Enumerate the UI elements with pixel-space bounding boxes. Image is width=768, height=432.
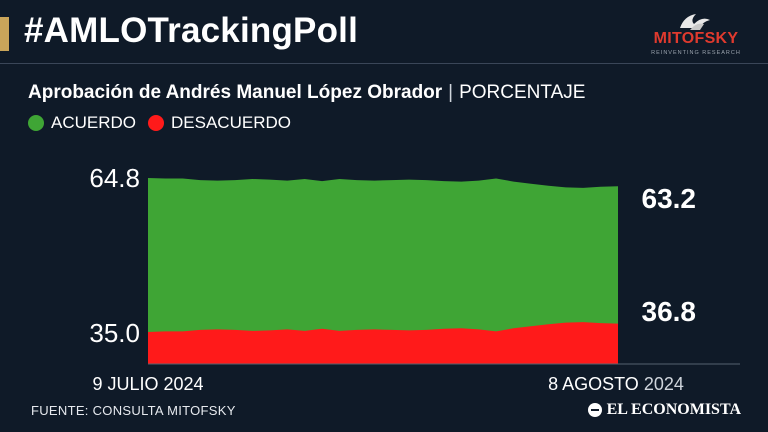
- mitofsky-logo: MITOFSKY REINVENTING RESEARCH: [650, 10, 742, 62]
- area-chart: 64.8 35.0 63.2 36.8 9 JULIO 2024 8 AGOST…: [89, 163, 740, 394]
- desacuerdo-area-series: [148, 322, 618, 364]
- chart-legend: ACUERDO DESACUERDO: [28, 113, 303, 133]
- subtitle-main: Aprobación de Andrés Manuel López Obrado…: [28, 82, 443, 103]
- source-note: FUENTE: CONSULTA MITOFSKY: [31, 403, 236, 418]
- header-divider: [0, 63, 768, 64]
- subtitle-unit: PORCENTAJE: [459, 82, 586, 103]
- legend-label-acuerdo: ACUERDO: [51, 113, 137, 132]
- legend-item-acuerdo: ACUERDO: [28, 113, 136, 133]
- chart-subtitle: Aprobación de Andrés Manuel López Obrado…: [28, 82, 585, 104]
- legend-swatch-desacuerdo: [148, 115, 165, 131]
- y-tick-label-top: 64.8: [89, 163, 140, 193]
- logo-tagline: REINVENTING RESEARCH: [651, 50, 741, 56]
- y-tick-label-bottom: 35.0: [89, 318, 140, 348]
- logo-wordmark: MITOFSKY: [653, 30, 739, 47]
- publisher-emblem-icon: [587, 403, 602, 417]
- legend-label-desacuerdo: DESACUERDO: [171, 113, 291, 132]
- publisher-logo: EL ECONOMISTA: [587, 401, 741, 419]
- x-tick-label-end: 8 AGOSTO 2024: [548, 374, 684, 394]
- acuerdo-area-series: [148, 178, 618, 364]
- acuerdo-end-value-label: 63.2: [642, 183, 697, 214]
- subtitle-separator: |: [448, 82, 454, 103]
- x-tick-label-start: 9 JULIO 2024: [92, 374, 203, 394]
- title-accent-bar: [0, 17, 9, 51]
- page-title: #AMLOTrackingPoll: [24, 11, 359, 50]
- legend-item-desacuerdo: DESACUERDO: [148, 113, 291, 133]
- x-tick-label-end-daymonth: 8 AGOSTO: [548, 374, 639, 394]
- legend-swatch-acuerdo: [28, 115, 44, 131]
- x-tick-label-end-year: 2024: [644, 374, 684, 394]
- publisher-name: EL ECONOMISTA: [606, 401, 741, 418]
- desacuerdo-end-value-label: 36.8: [642, 296, 697, 327]
- logo-emblem-icon: [680, 14, 710, 30]
